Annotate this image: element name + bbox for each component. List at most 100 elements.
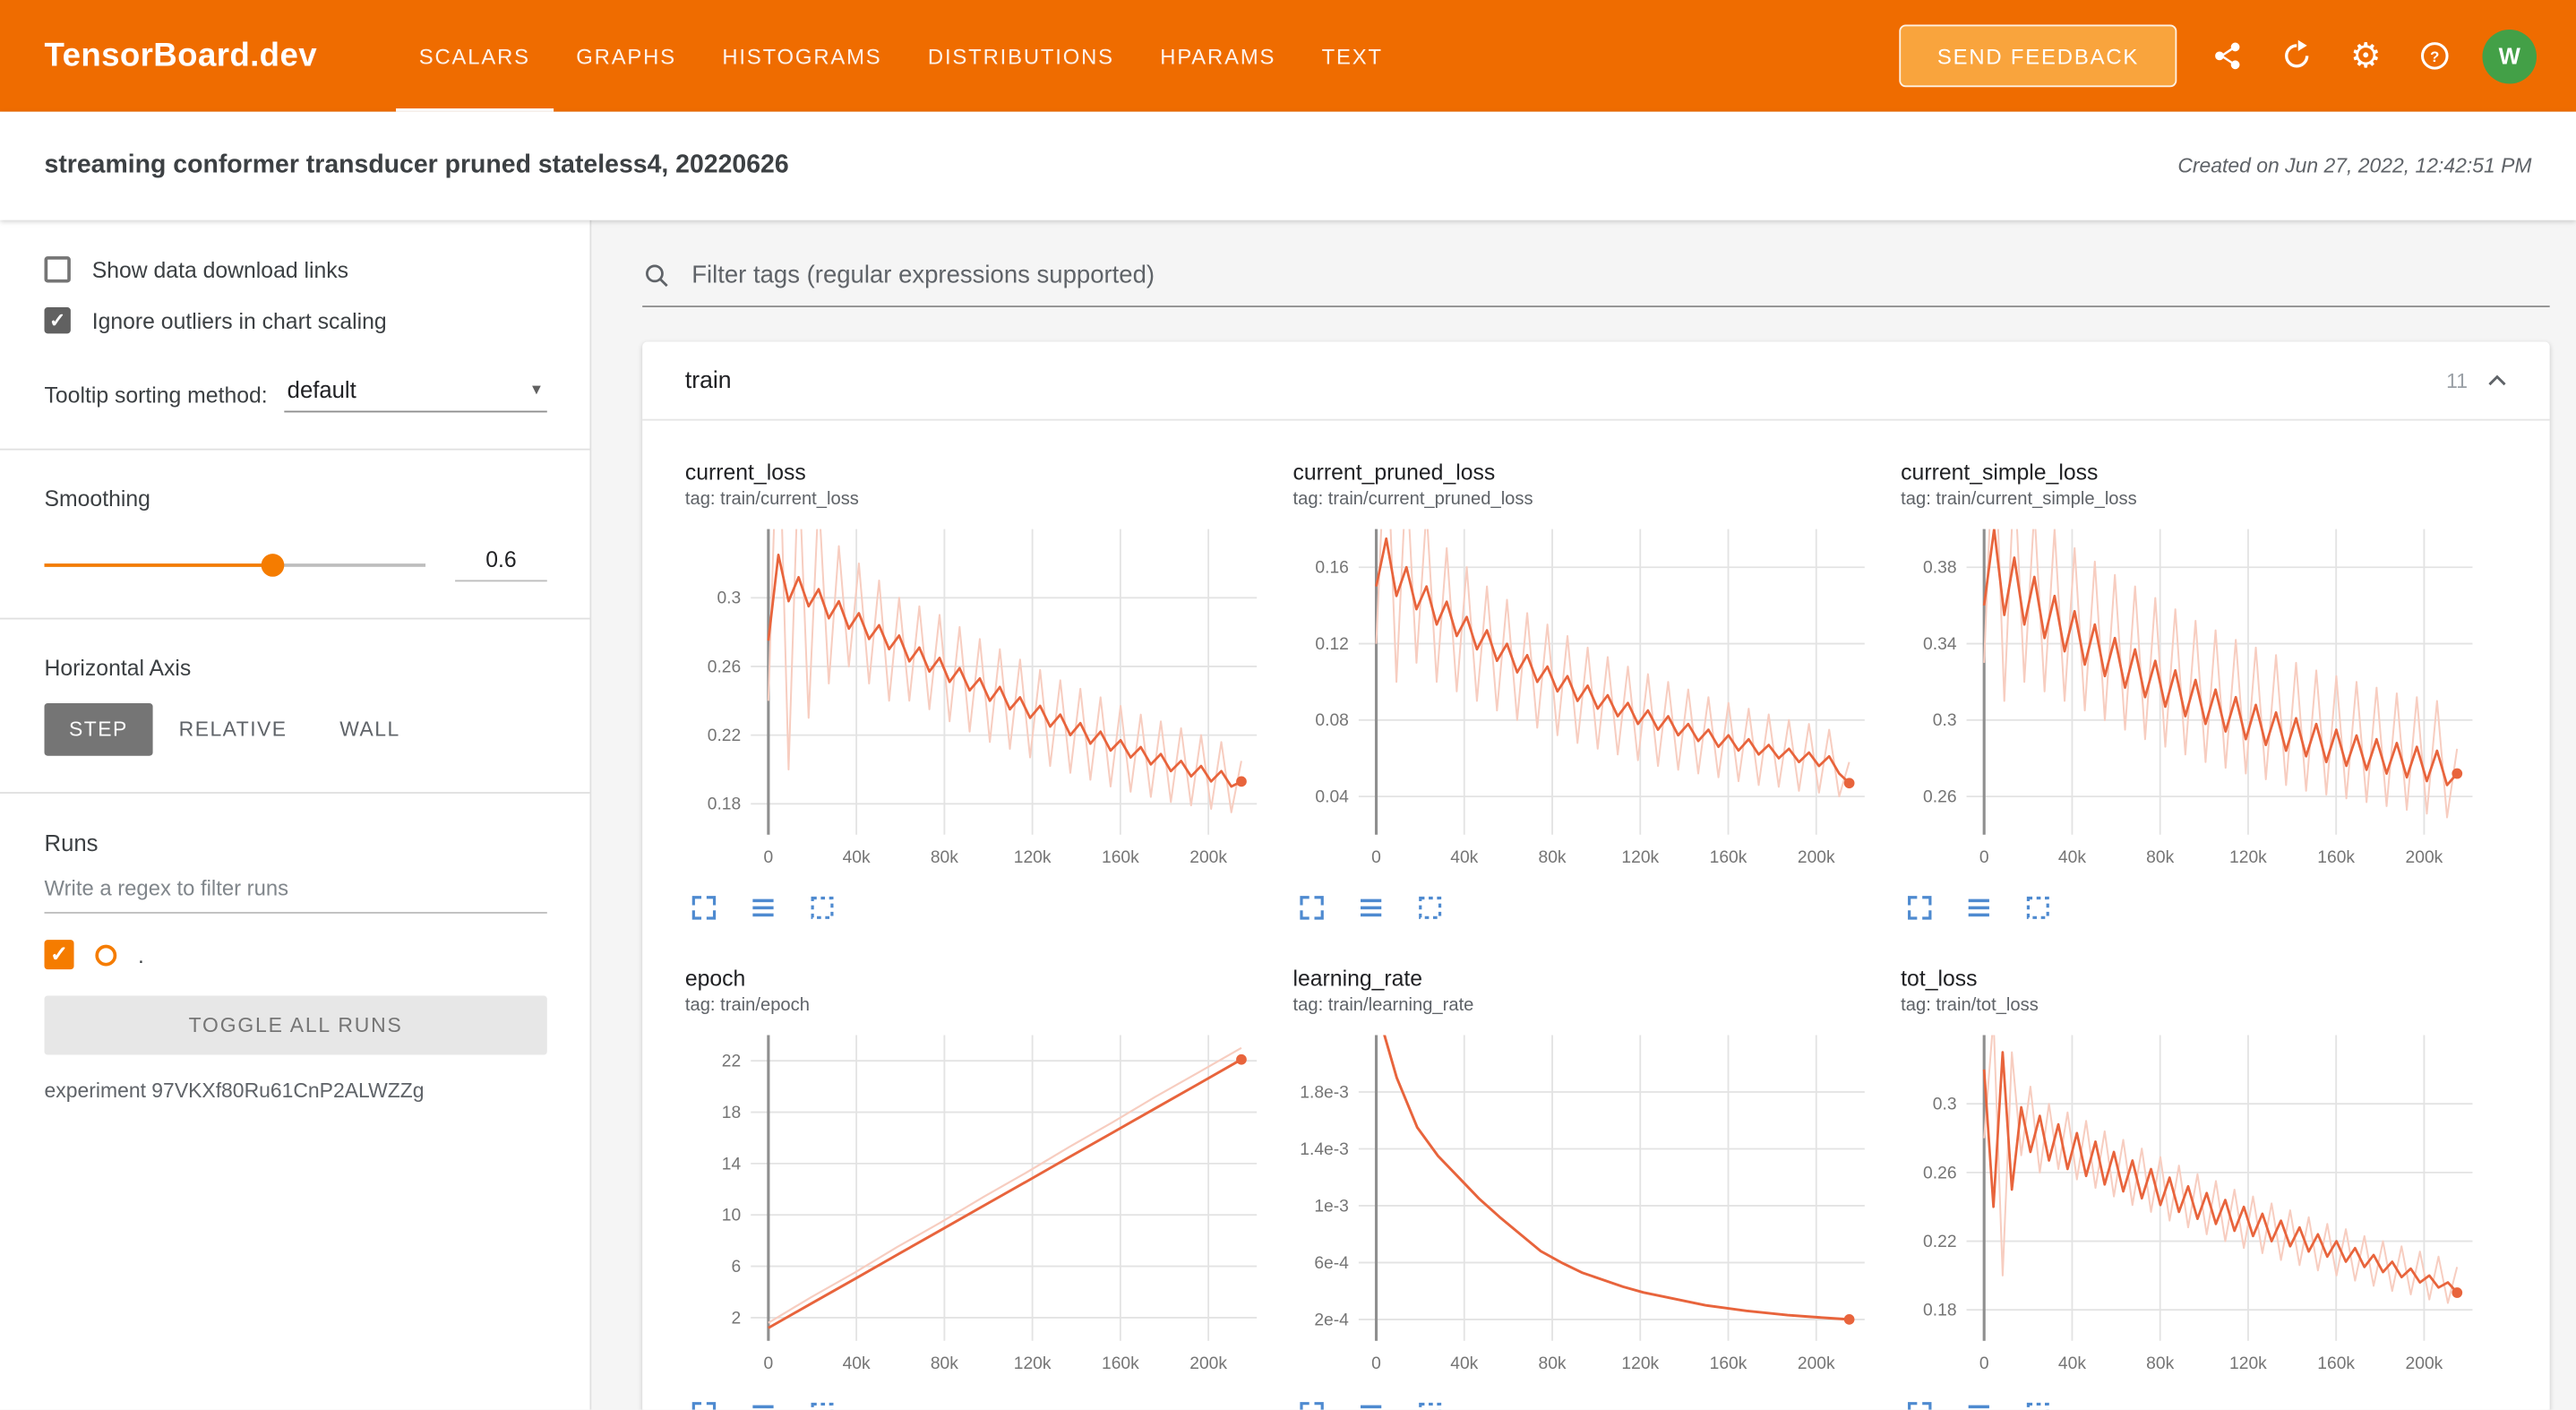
svg-text:40k: 40k	[1450, 1354, 1478, 1373]
experiment-id: experiment 97VKXf80Ru61CnP2ALWZZg	[44, 1079, 425, 1103]
svg-text:200k: 200k	[1189, 848, 1227, 867]
train-group-header[interactable]: train 11	[642, 342, 2550, 421]
avatar[interactable]: W	[2482, 29, 2537, 83]
tag-filter-input[interactable]	[688, 259, 2550, 291]
smoothing-slider-fill	[44, 563, 273, 566]
svg-text:200k: 200k	[2406, 848, 2443, 867]
data-table-icon[interactable]	[1963, 892, 1995, 924]
runs-filter-input[interactable]	[44, 855, 547, 914]
appbar-actions: SEND FEEDBACK ⚙ ? W	[1899, 0, 2537, 112]
axis-relative-button[interactable]: RELATIVE	[152, 703, 313, 756]
fit-domain-icon[interactable]	[2022, 1398, 2054, 1410]
svg-text:1.8e-3: 1.8e-3	[1300, 1083, 1349, 1102]
data-table-icon[interactable]	[1355, 892, 1387, 924]
tooltip-sorting-select[interactable]: default ▼	[284, 376, 547, 413]
tab-hparams[interactable]: HPARAMS	[1160, 43, 1276, 69]
created-timestamp: Created on Jun 27, 2022, 12:42:51 PM	[2177, 154, 2532, 178]
send-feedback-button[interactable]: SEND FEEDBACK	[1899, 24, 2177, 88]
smoothing-row: 0.6	[44, 547, 547, 582]
fit-domain-icon[interactable]	[1414, 1398, 1446, 1410]
svg-text:160k: 160k	[1102, 848, 1139, 867]
chart-toolbar	[1901, 1398, 2486, 1410]
chart-card: epoch tag: train/epoch 2 6 10 14 18 22 0 40k 80k…	[685, 967, 1270, 1410]
smoothing-slider-knob[interactable]	[261, 553, 285, 576]
data-table-icon[interactable]	[1355, 1398, 1387, 1410]
tab-graphs[interactable]: GRAPHS	[576, 43, 676, 69]
svg-text:0: 0	[1371, 848, 1381, 867]
fit-domain-icon[interactable]	[2022, 892, 2054, 924]
chart-plot[interactable]: 0.18 0.22 0.26 0.3 0 40k 80k 120k 160k 200k	[1901, 1026, 2486, 1390]
run-checkbox[interactable]	[44, 940, 74, 970]
app-logo: TensorBoard.dev	[44, 37, 318, 73]
svg-text:0.26: 0.26	[708, 658, 741, 676]
chart-plot[interactable]: 0.18 0.22 0.26 0.3 0 40k 80k 120k 160k 200k	[685, 520, 1270, 884]
run-row: .	[44, 940, 547, 970]
svg-text:22: 22	[722, 1053, 741, 1071]
chart-tag: tag: train/current_simple_loss	[1901, 489, 2137, 510]
data-table-icon[interactable]	[748, 1398, 779, 1410]
svg-text:2: 2	[732, 1309, 742, 1328]
ignore-outliers-checkbox[interactable]	[44, 306, 71, 334]
svg-text:0: 0	[1979, 848, 1989, 867]
svg-text:120k: 120k	[2229, 1354, 2267, 1373]
svg-text:40k: 40k	[2058, 848, 2086, 867]
svg-text:200k: 200k	[2406, 1354, 2443, 1373]
horizontal-axis-buttons: STEP RELATIVE WALL	[44, 703, 547, 756]
fit-domain-icon[interactable]	[807, 892, 838, 924]
tab-text[interactable]: TEXT	[1321, 43, 1383, 69]
svg-text:14: 14	[722, 1155, 742, 1174]
chart-tag: tag: train/learning_rate	[1292, 995, 1474, 1016]
share-icon[interactable]	[2194, 21, 2263, 90]
svg-text:40k: 40k	[1450, 848, 1478, 867]
toggle-all-runs-button[interactable]: TOGGLE ALL RUNS	[44, 995, 547, 1055]
fit-domain-icon[interactable]	[807, 1398, 838, 1410]
svg-text:0.26: 0.26	[1923, 788, 1956, 807]
tab-histograms[interactable]: HISTOGRAMS	[722, 43, 882, 69]
refresh-icon[interactable]	[2263, 21, 2331, 90]
gear-icon[interactable]: ⚙	[2349, 37, 2382, 75]
help-icon[interactable]: ?	[2400, 21, 2469, 90]
show-download-links-checkbox[interactable]	[44, 256, 71, 283]
chart-plot[interactable]: 0.26 0.3 0.34 0.38 0 40k 80k 120k 160k 200k	[1901, 520, 2486, 884]
chart-tag: tag: train/epoch	[684, 995, 810, 1016]
expand-chart-icon[interactable]	[1904, 1398, 1936, 1410]
smoothing-slider[interactable]	[44, 553, 426, 576]
chart-plot[interactable]: 2 6 10 14 18 22 0 40k 80k 120k 160k 200k	[685, 1026, 1270, 1390]
chart-card: tot_loss tag: train/tot_loss 0.18 0.22 0.2…	[1901, 967, 2486, 1410]
tab-scalars[interactable]: SCALARS	[396, 0, 554, 112]
chart-plot[interactable]: 0.04 0.08 0.12 0.16 0 40k 80k 120k 160k 200k	[1293, 520, 1878, 884]
svg-text:0.38: 0.38	[1923, 559, 1956, 578]
chart-tag: tag: train/tot_loss	[1901, 995, 2039, 1016]
axis-wall-button[interactable]: WALL	[313, 703, 426, 756]
smoothing-value[interactable]: 0.6	[455, 547, 547, 582]
tab-distributions[interactable]: DISTRIBUTIONS	[927, 43, 1114, 69]
svg-text:0.18: 0.18	[1923, 1302, 1956, 1320]
chevron-up-icon[interactable]	[2484, 367, 2510, 393]
chart-title: current_loss	[684, 460, 806, 486]
run-color-swatch	[95, 943, 117, 966]
ignore-outliers-label: Ignore outliers in chart scaling	[91, 307, 387, 333]
svg-text:0: 0	[1371, 1354, 1381, 1373]
data-table-icon[interactable]	[1963, 1398, 1995, 1410]
svg-text:80k: 80k	[1539, 1354, 1567, 1373]
tooltip-sorting-value: default	[287, 376, 356, 403]
svg-text:0.3: 0.3	[717, 589, 741, 608]
svg-text:1e-3: 1e-3	[1314, 1197, 1349, 1216]
settings-sidebar: Show data download links Ignore outliers…	[0, 219, 592, 1410]
expand-chart-icon[interactable]	[1296, 1398, 1327, 1410]
expand-chart-icon[interactable]	[1296, 892, 1327, 924]
axis-step-button[interactable]: STEP	[44, 703, 153, 756]
svg-text:0.04: 0.04	[1315, 788, 1349, 807]
expand-chart-icon[interactable]	[689, 892, 720, 924]
charts-grid: current_loss tag: train/current_loss 0.1…	[642, 421, 2550, 1410]
chart-plot[interactable]: 2e-4 6e-4 1e-3 1.4e-3 1.8e-3 0 40k 80k 120k 160k 2…	[1293, 1026, 1878, 1390]
run-name: .	[138, 941, 144, 967]
svg-text:120k: 120k	[2229, 848, 2267, 867]
data-table-icon[interactable]	[748, 892, 779, 924]
svg-text:40k: 40k	[843, 848, 871, 867]
expand-chart-icon[interactable]	[1904, 892, 1936, 924]
expand-chart-icon[interactable]	[689, 1398, 720, 1410]
svg-text:?: ?	[2430, 48, 2439, 65]
fit-domain-icon[interactable]	[1414, 892, 1446, 924]
